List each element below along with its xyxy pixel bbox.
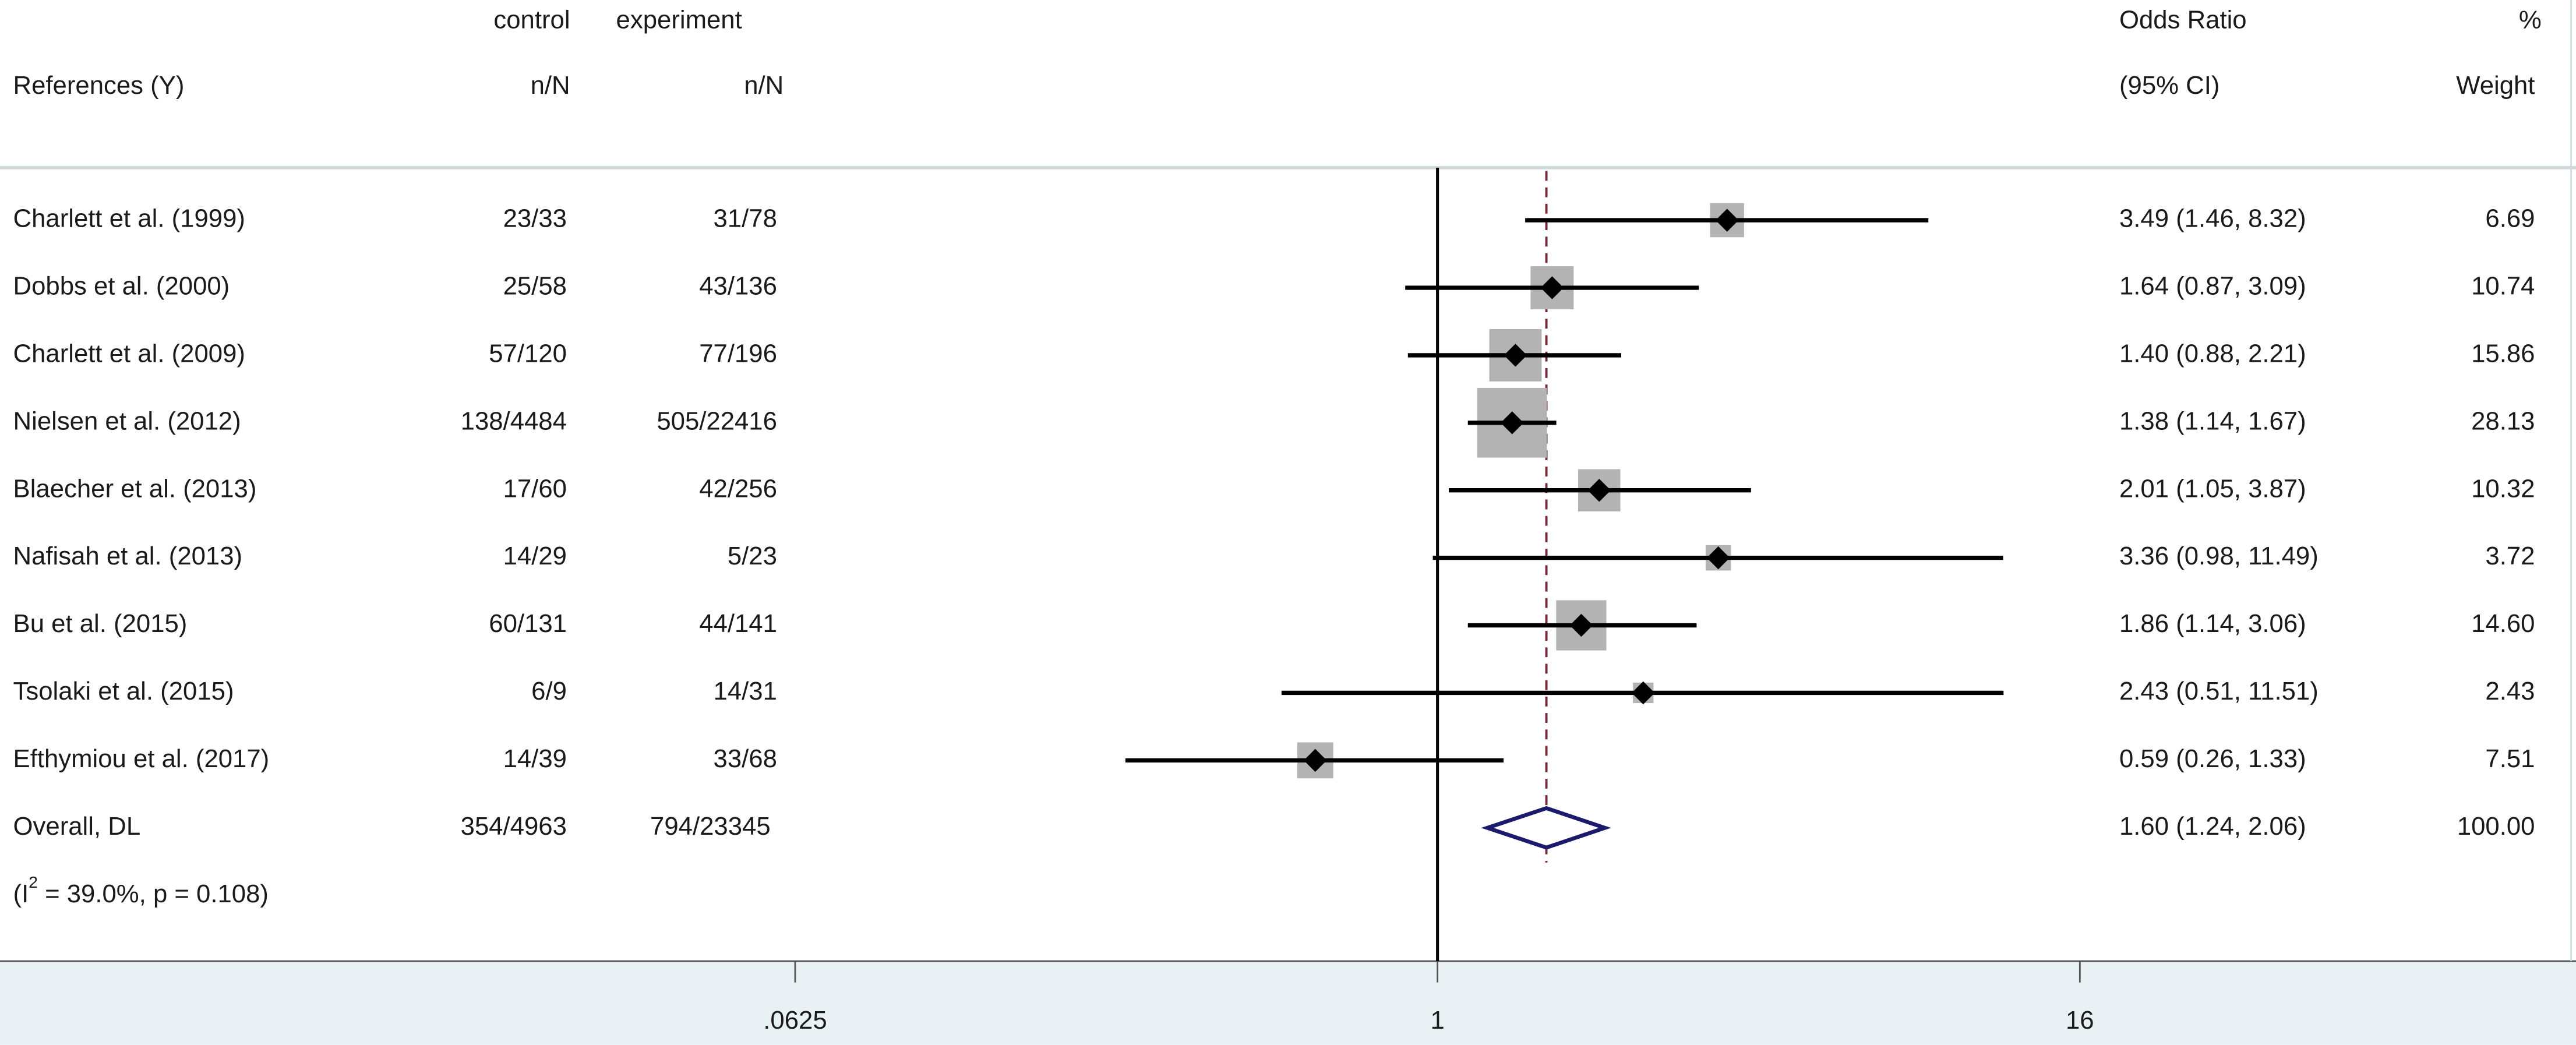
header-percent: % — [2519, 5, 2542, 34]
experiment-count: 77/196 — [699, 339, 777, 368]
control-count: 138/4484 — [461, 407, 567, 435]
experiment-count: 43/136 — [699, 272, 777, 301]
overall-ci-label: 1.60 (1.24, 2.06) — [2119, 812, 2306, 841]
weight-label: 14.60 — [2471, 609, 2535, 638]
axis-band — [0, 961, 2576, 1045]
experiment-count: 505/22416 — [657, 407, 777, 435]
study-name: Bu et al. (2015) — [13, 609, 188, 638]
header-control: control — [493, 5, 570, 34]
weight-label: 28.13 — [2471, 407, 2535, 435]
header-weight: Weight — [2456, 71, 2535, 100]
control-count: 60/131 — [489, 609, 567, 638]
header-ci: (95% CI) — [2119, 71, 2219, 100]
ci-label: 3.49 (1.46, 8.32) — [2119, 204, 2306, 233]
point-estimate — [1587, 478, 1611, 502]
study-name: Dobbs et al. (2000) — [13, 272, 230, 301]
experiment-count: 14/31 — [714, 677, 777, 705]
point-estimate — [1540, 276, 1564, 299]
weight-label: 10.74 — [2471, 272, 2535, 301]
weight-label: 6.69 — [2485, 204, 2535, 233]
weight-label: 7.51 — [2485, 744, 2535, 773]
control-count: 6/9 — [531, 677, 567, 705]
ci-label: 1.86 (1.14, 3.06) — [2119, 609, 2306, 638]
header-experiment: experiment — [616, 5, 742, 34]
ci-label: 2.01 (1.05, 3.87) — [2119, 474, 2306, 503]
ci-label: 0.59 (0.26, 1.33) — [2119, 744, 2306, 773]
weight-label: 15.86 — [2471, 339, 2535, 368]
ci-label: 3.36 (0.98, 11.49) — [2119, 542, 2319, 570]
point-estimate — [1569, 613, 1593, 637]
overall-weight-label: 100.00 — [2457, 812, 2535, 841]
study-name: Blaecher et al. (2013) — [13, 474, 257, 503]
heterogeneity-superscript: 2 — [29, 873, 38, 892]
x-tick-label: 1 — [1430, 1006, 1444, 1035]
header-odds-ratio: Odds Ratio — [2119, 5, 2247, 34]
point-estimate — [1504, 344, 1527, 367]
heterogeneity: (I2 = 39.0%, p = 0.108) — [13, 873, 269, 908]
ci-label: 2.43 (0.51, 11.51) — [2119, 677, 2319, 705]
experiment-count: 42/256 — [699, 474, 777, 503]
overall-experiment: 794/23345 — [650, 812, 771, 841]
study-name: Nielsen et al. (2012) — [13, 407, 241, 435]
study-name: Efthymiou et al. (2017) — [13, 744, 270, 773]
control-count: 17/60 — [503, 474, 567, 503]
point-estimate — [1632, 681, 1655, 705]
ci-label: 1.64 (0.87, 3.09) — [2119, 272, 2306, 301]
experiment-count: 44/141 — [699, 609, 777, 638]
ci-label: 1.38 (1.14, 1.67) — [2119, 407, 2306, 435]
header-control-n: n/N — [531, 71, 570, 100]
experiment-count: 5/23 — [728, 542, 777, 570]
control-count: 25/58 — [503, 272, 567, 301]
weight-label: 3.72 — [2485, 542, 2535, 570]
study-name: Charlett et al. (2009) — [13, 339, 245, 368]
overall-control: 354/4963 — [461, 812, 567, 841]
x-tick-label: .0625 — [763, 1006, 827, 1035]
point-estimate — [1500, 411, 1524, 435]
study-name: Tsolaki et al. (2015) — [13, 677, 234, 705]
weight-label: 2.43 — [2485, 677, 2535, 705]
heterogeneity-suffix: = 39.0%, p = 0.108) — [38, 879, 269, 908]
header-experiment-n: n/N — [744, 71, 784, 100]
point-estimate — [1715, 209, 1739, 232]
study-name: Nafisah et al. (2013) — [13, 542, 243, 570]
experiment-count: 31/78 — [714, 204, 777, 233]
experiment-count: 33/68 — [714, 744, 777, 773]
control-count: 14/29 — [503, 542, 567, 570]
overall-diamond — [1481, 806, 1611, 850]
x-tick-label: 16 — [2066, 1006, 2094, 1035]
control-count: 57/120 — [489, 339, 567, 368]
weight-label: 10.32 — [2471, 474, 2535, 503]
header-references: References (Y) — [13, 71, 185, 100]
heterogeneity-prefix: (I — [13, 879, 29, 908]
control-count: 14/39 — [503, 744, 567, 773]
overall-name: Overall, DL — [13, 812, 141, 841]
control-count: 23/33 — [503, 204, 567, 233]
ci-label: 1.40 (0.88, 2.21) — [2119, 339, 2306, 368]
study-name: Charlett et al. (1999) — [13, 204, 245, 233]
point-estimate — [1706, 546, 1730, 570]
